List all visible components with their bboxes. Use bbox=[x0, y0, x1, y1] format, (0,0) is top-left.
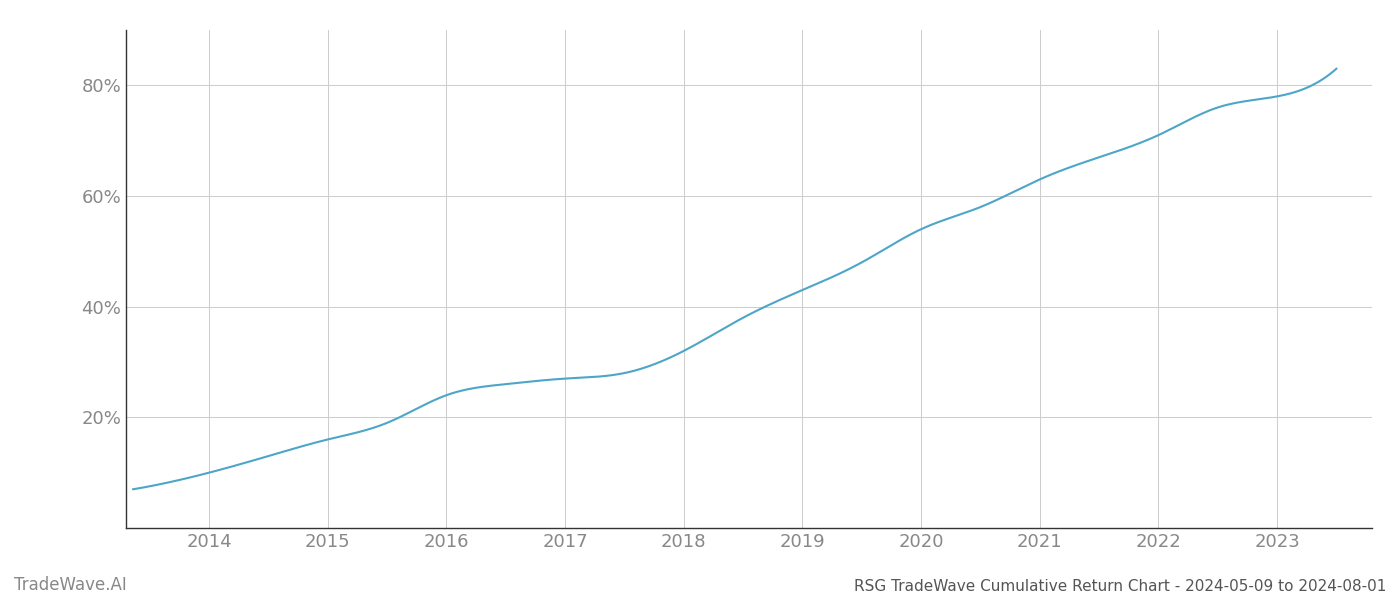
Text: TradeWave.AI: TradeWave.AI bbox=[14, 576, 127, 594]
Text: RSG TradeWave Cumulative Return Chart - 2024-05-09 to 2024-08-01: RSG TradeWave Cumulative Return Chart - … bbox=[854, 579, 1386, 594]
